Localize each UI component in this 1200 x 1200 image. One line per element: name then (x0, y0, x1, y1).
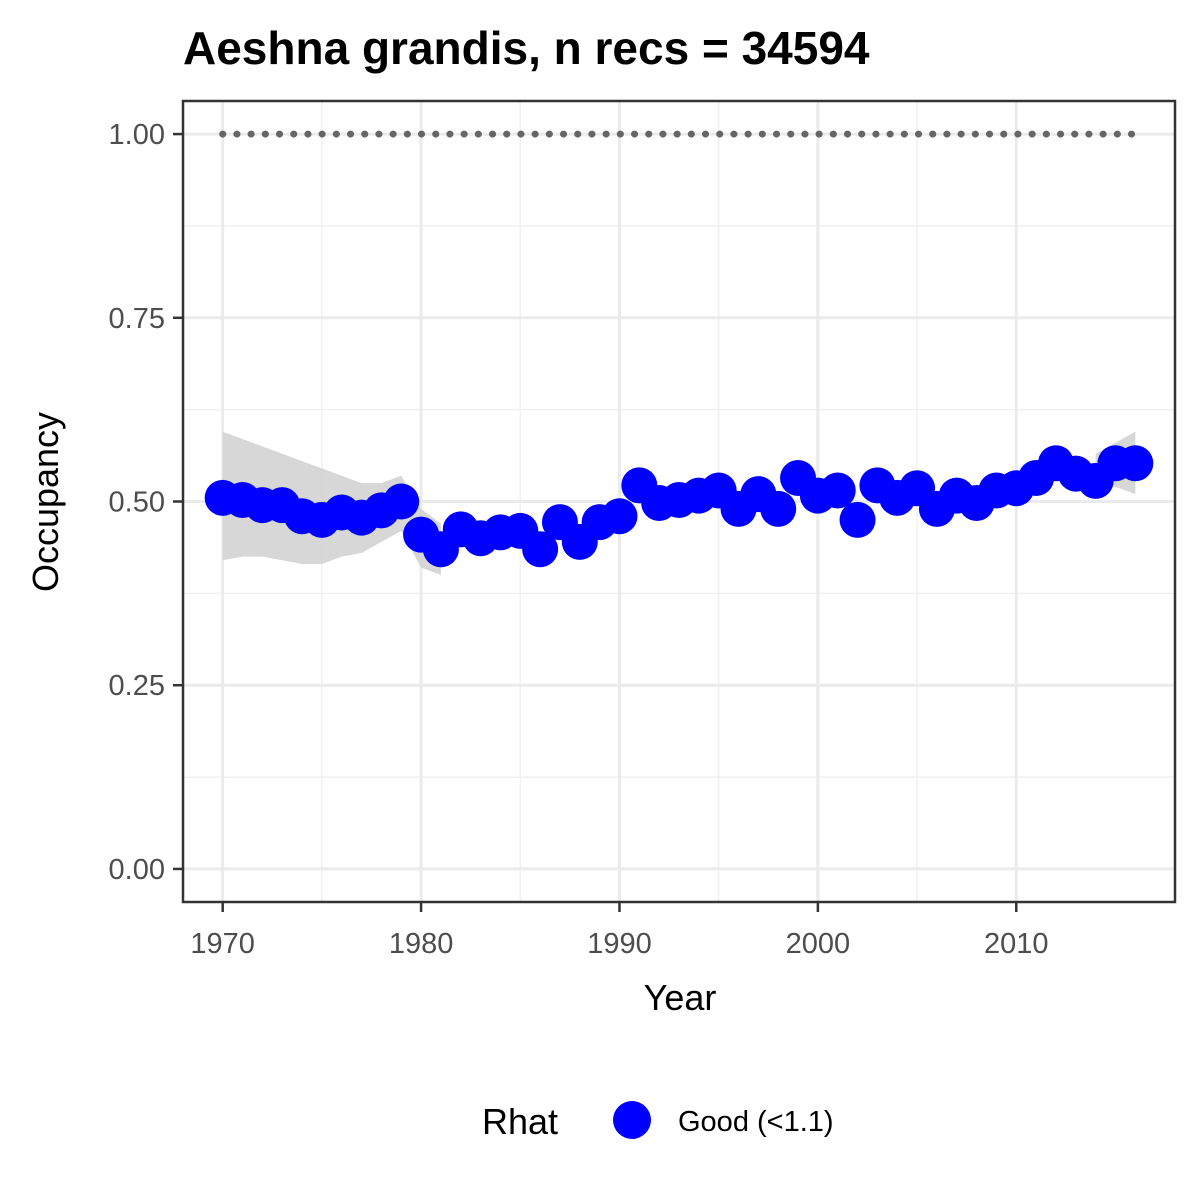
legend-title: Rhat (482, 1101, 558, 1142)
y-tick-label: 0.75 (109, 303, 165, 335)
x-tick-label: 1970 (190, 928, 255, 960)
legend: Rhat Good (<1.1) (482, 1101, 834, 1142)
data-point (383, 483, 420, 520)
data-point (1117, 445, 1154, 482)
x-axis: 1970 1980 1990 2000 2010 (190, 902, 1049, 960)
y-tick-label: 0.25 (109, 670, 165, 702)
x-tick-label: 2000 (786, 928, 851, 960)
y-axis: 0.00 0.25 0.50 0.75 1.00 (109, 119, 183, 886)
y-tick-label: 0.00 (109, 854, 165, 886)
x-tick-label: 2010 (984, 928, 1049, 960)
y-tick-label: 0.50 (109, 487, 165, 519)
data-point (819, 472, 856, 509)
data-point (839, 501, 876, 538)
data-point (601, 498, 638, 535)
y-tick-label: 1.00 (109, 119, 165, 151)
data-point (522, 531, 559, 568)
legend-key-good (613, 1101, 651, 1139)
x-axis-title: Year (644, 977, 717, 1018)
x-tick-label: 1990 (587, 928, 652, 960)
data-point (760, 490, 797, 527)
x-tick-label: 1980 (389, 928, 454, 960)
legend-label-good: Good (<1.1) (678, 1106, 834, 1138)
occupancy-points (204, 445, 1154, 568)
y-axis-title: Occupancy (25, 412, 66, 592)
chart-title: Aeshna grandis, n recs = 34594 (183, 22, 870, 74)
